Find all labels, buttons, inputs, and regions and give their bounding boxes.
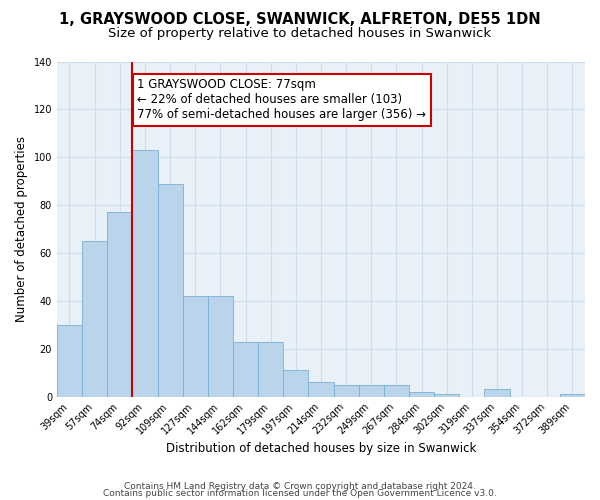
- Bar: [57, 325, 82, 396]
- Text: 1, GRAYSWOOD CLOSE, SWANWICK, ALFRETON, DE55 1DN: 1, GRAYSWOOD CLOSE, SWANWICK, ALFRETON, …: [59, 12, 541, 28]
- Text: Contains HM Land Registry data © Crown copyright and database right 2024.: Contains HM Land Registry data © Crown c…: [124, 482, 476, 491]
- Bar: [133, 150, 158, 396]
- Text: 1 GRAYSWOOD CLOSE: 77sqm
← 22% of detached houses are smaller (103)
77% of semi-: 1 GRAYSWOOD CLOSE: 77sqm ← 22% of detach…: [137, 78, 427, 122]
- Bar: [334, 384, 359, 396]
- Bar: [158, 184, 182, 396]
- Bar: [359, 384, 384, 396]
- Text: Contains public sector information licensed under the Open Government Licence v3: Contains public sector information licen…: [103, 489, 497, 498]
- Bar: [308, 382, 334, 396]
- Bar: [107, 212, 133, 396]
- Bar: [233, 342, 258, 396]
- Bar: [258, 342, 283, 396]
- Y-axis label: Number of detached properties: Number of detached properties: [15, 136, 28, 322]
- Bar: [182, 296, 208, 396]
- Text: Size of property relative to detached houses in Swanwick: Size of property relative to detached ho…: [109, 28, 491, 40]
- Bar: [384, 384, 409, 396]
- Bar: [560, 394, 585, 396]
- Bar: [208, 296, 233, 396]
- Bar: [434, 394, 459, 396]
- Bar: [82, 241, 107, 396]
- Bar: [484, 390, 509, 396]
- Bar: [409, 392, 434, 396]
- Bar: [283, 370, 308, 396]
- X-axis label: Distribution of detached houses by size in Swanwick: Distribution of detached houses by size …: [166, 442, 476, 455]
